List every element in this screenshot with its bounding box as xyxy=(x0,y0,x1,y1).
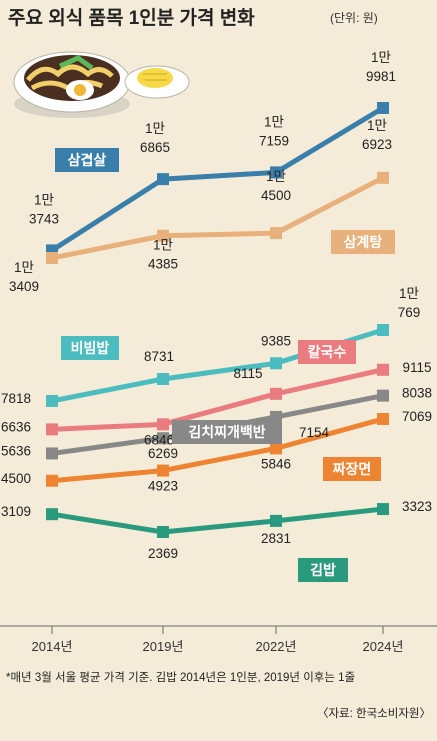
data-point xyxy=(46,252,58,264)
data-label: 7069 xyxy=(402,409,432,424)
data-point xyxy=(157,229,169,242)
data-label: 5636 xyxy=(1,443,31,458)
series-name: 짜장면 xyxy=(333,461,372,477)
data-label: 2369 xyxy=(148,546,178,561)
data-label: 1만 xyxy=(264,114,284,129)
data-label: 6269 xyxy=(148,446,178,461)
series-line xyxy=(50,105,385,253)
data-label: 4923 xyxy=(148,479,178,494)
data-label: 2831 xyxy=(261,531,291,546)
series-name: 삼계탕 xyxy=(344,234,383,250)
data-point xyxy=(270,442,282,455)
series-line xyxy=(51,367,384,432)
data-label: 6846 xyxy=(144,432,174,447)
data-label: 7818 xyxy=(1,391,31,406)
data-point xyxy=(157,432,169,445)
data-label: 4500 xyxy=(261,188,291,203)
series-line xyxy=(51,416,384,484)
data-label: 9115 xyxy=(402,360,431,375)
series-name-box xyxy=(298,558,348,582)
data-point xyxy=(157,526,169,538)
data-point xyxy=(270,357,282,370)
chart-title: 주요 외식 품목 1인분 가격 변화 xyxy=(8,7,255,29)
data-point xyxy=(270,410,282,423)
food-illustration xyxy=(13,51,190,118)
data-label: 6923 xyxy=(362,137,392,152)
series-name-box xyxy=(172,420,282,444)
data-point xyxy=(46,508,58,521)
data-label: 3323 xyxy=(402,499,432,514)
unit-label: (단위: 원) xyxy=(330,11,378,25)
data-point xyxy=(46,423,58,436)
data-label: 3109 xyxy=(1,504,31,519)
series-name-box xyxy=(298,340,356,364)
series-line xyxy=(51,175,385,261)
data-point xyxy=(377,503,389,516)
series-name: 김밥 xyxy=(310,562,336,578)
x-tick-label: 2019년 xyxy=(143,639,184,654)
footnote: *매년 3월 서울 평균 가격 기준. 김밥 2014년은 1인분, 2019년… xyxy=(6,670,355,684)
series-line xyxy=(51,506,384,535)
data-point xyxy=(377,363,389,376)
series-name: 칼국수 xyxy=(308,344,347,360)
series-name-box xyxy=(331,230,395,254)
data-point xyxy=(157,173,169,186)
series-name-box xyxy=(55,148,119,172)
data-label: 1만 xyxy=(371,50,391,65)
data-label: 1만 xyxy=(145,121,165,136)
data-label: 8038 xyxy=(402,386,432,401)
source-note: 〈자료: 한국소비자원〉 xyxy=(317,706,431,720)
data-point xyxy=(377,389,389,402)
data-label: 1만 xyxy=(34,192,54,207)
data-point xyxy=(270,387,282,400)
data-point xyxy=(157,464,169,477)
data-label: 3409 xyxy=(9,279,39,294)
data-label: 6636 xyxy=(1,419,31,434)
data-point xyxy=(377,412,389,425)
data-point xyxy=(377,324,389,336)
data-label: 5846 xyxy=(261,456,291,471)
series-name-box xyxy=(323,457,381,481)
x-tick-label: 2014년 xyxy=(32,639,73,654)
x-tick-label: 2022년 xyxy=(256,639,297,654)
series-name: 김치찌개백반 xyxy=(188,424,265,440)
data-label: 7154 xyxy=(299,425,330,440)
series-name: 삼겹살 xyxy=(68,152,107,168)
data-label: 1만 xyxy=(14,260,34,275)
data-point xyxy=(46,447,58,460)
data-label: 4500 xyxy=(1,471,31,486)
data-label: 769 xyxy=(398,305,421,320)
data-label: 7159 xyxy=(259,133,289,148)
data-label: 9981 xyxy=(366,69,396,84)
data-label: 1만 xyxy=(153,238,173,253)
x-tick-label: 2024년 xyxy=(363,639,404,654)
data-point xyxy=(377,102,389,114)
series-name-box xyxy=(61,336,119,360)
data-label: 1만 xyxy=(266,169,286,184)
data-point xyxy=(157,418,169,431)
data-label: 8731 xyxy=(144,349,174,364)
data-point xyxy=(270,227,282,240)
data-point xyxy=(270,514,282,527)
data-label: 6865 xyxy=(140,140,170,155)
data-label: 3743 xyxy=(29,211,59,226)
data-point xyxy=(157,373,169,386)
data-point xyxy=(377,171,389,184)
series-name: 비빔밥 xyxy=(71,340,110,356)
data-point xyxy=(46,474,58,487)
data-label: 1만 xyxy=(399,286,419,301)
data-point xyxy=(270,166,282,179)
data-label: 4385 xyxy=(148,257,178,272)
data-label: 8115 xyxy=(233,366,262,381)
data-label: 1만 xyxy=(367,118,387,133)
data-point xyxy=(46,394,58,407)
data-label: 9385 xyxy=(261,333,291,348)
